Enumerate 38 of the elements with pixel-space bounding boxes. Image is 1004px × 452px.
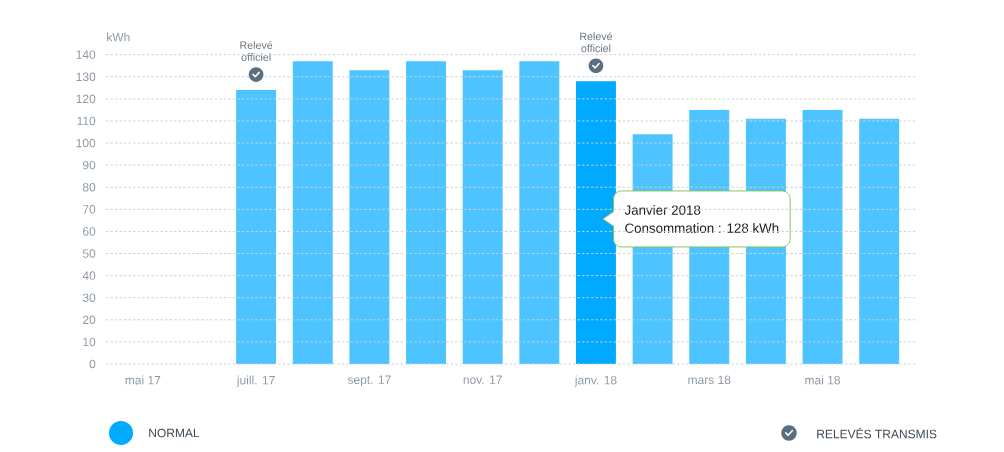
x-tick-label: juill. 17 bbox=[236, 375, 275, 387]
annotation: Janvier 2018 bbox=[624, 205, 701, 215]
annotation: Consommation : 128 kWh bbox=[625, 223, 779, 233]
legend-label: RELEVÉS TRANSMIS bbox=[817, 427, 937, 439]
bar bbox=[576, 81, 616, 364]
x-tick-label: mai 17 bbox=[125, 375, 161, 385]
bar bbox=[462, 70, 503, 364]
y-tick-label: 30 bbox=[82, 293, 96, 302]
y-tick-label: 90 bbox=[82, 160, 96, 170]
annotation: Relevé officiel bbox=[240, 41, 273, 61]
y-axis-title: kWh bbox=[107, 32, 130, 42]
x-tick-label: nov. 17 bbox=[463, 375, 502, 384]
y-tick-label: 60 bbox=[83, 227, 96, 236]
bar bbox=[349, 70, 390, 364]
bar bbox=[236, 90, 277, 364]
y-tick-label: 70 bbox=[83, 205, 96, 214]
bar bbox=[519, 61, 560, 364]
y-tick-label: 50 bbox=[82, 249, 96, 258]
bar bbox=[859, 118, 900, 364]
x-tick-label: sept. 17 bbox=[347, 375, 391, 387]
y-tick-label: 0 bbox=[89, 359, 96, 369]
y-tick-label: 130 bbox=[76, 72, 96, 82]
x-tick-label: janv. 18 bbox=[574, 375, 617, 387]
bar bbox=[406, 61, 446, 364]
legend-label: NORMAL bbox=[149, 428, 200, 438]
y-tick-label: 10 bbox=[83, 337, 96, 347]
x-tick-label: mai 18 bbox=[805, 375, 840, 385]
y-tick-label: 100 bbox=[76, 138, 96, 148]
x-tick-label: mars 18 bbox=[688, 375, 731, 385]
y-tick-label: 140 bbox=[76, 50, 96, 59]
annotation: Relevé officiel bbox=[580, 32, 613, 53]
bar bbox=[802, 109, 843, 364]
y-tick-label: 110 bbox=[77, 116, 96, 126]
y-tick-label: 120 bbox=[76, 94, 96, 104]
y-tick-label: 80 bbox=[82, 182, 96, 192]
y-tick-label: 20 bbox=[83, 315, 96, 325]
y-tick-label: 40 bbox=[82, 271, 96, 280]
bar bbox=[292, 61, 333, 364]
